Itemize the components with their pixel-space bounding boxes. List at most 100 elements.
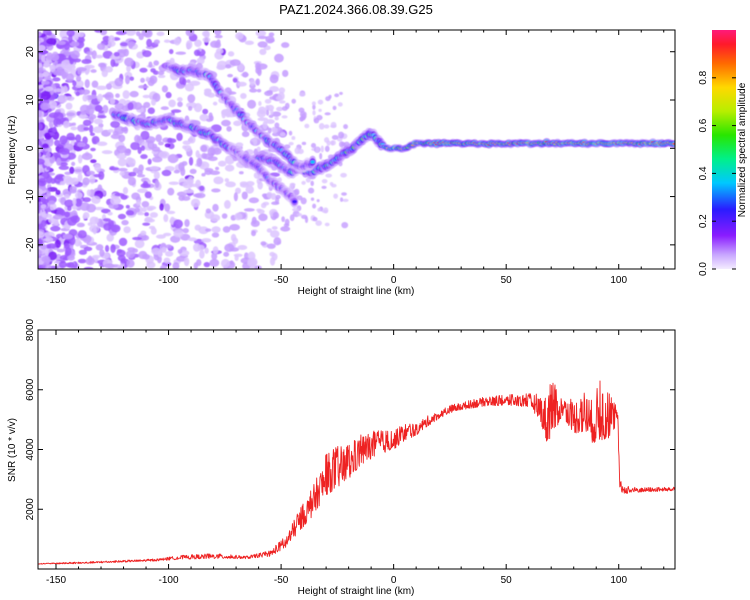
- spectrogram-noise-blob: [125, 75, 130, 85]
- spectrogram-noise-blob: [320, 145, 324, 153]
- spectrogram-noise-blob: [225, 181, 236, 188]
- spectrogram-noise-blob: [118, 167, 128, 172]
- spectrogram-noise-blob: [142, 222, 151, 226]
- spectrogram-noise-blob: [277, 91, 285, 101]
- spectrogram-noise-blob: [317, 99, 324, 105]
- colorbar-label: Normalized spectral amplitude: [737, 82, 748, 217]
- spectrogram-x-tick-label: -150: [46, 275, 66, 286]
- spectrogram-noise-blob: [117, 213, 127, 220]
- spectrogram-noise-blob: [324, 222, 330, 227]
- spectrogram-noise-blob: [213, 176, 224, 185]
- spectrogram-noise-blob: [289, 182, 296, 187]
- spectrogram-noise-blob: [176, 191, 187, 197]
- snr-y-tick-label: 4000: [25, 438, 36, 461]
- spectrogram-noise-blob: [266, 243, 276, 249]
- spectrogram-noise-blob: [116, 153, 127, 160]
- spectrogram-noise-blob: [65, 102, 73, 110]
- spectrogram-noise-blob: [257, 41, 268, 48]
- spectrogram-noise-blob: [266, 191, 273, 199]
- spectrogram-noise-blob: [42, 80, 50, 85]
- spectrogram-noise-blob: [318, 123, 325, 130]
- spectrogram-noise-blob: [317, 207, 321, 212]
- spectrogram-noise-blob: [61, 175, 73, 184]
- spectrogram-noise-blob: [66, 132, 75, 141]
- spectrogram-noise-blob: [184, 83, 195, 92]
- spectrogram-noise-blob: [305, 177, 311, 183]
- spectrogram-noise-blob: [243, 208, 255, 212]
- spectrogram-noise-blob: [38, 130, 43, 136]
- spectrogram-noise-blob: [44, 86, 54, 92]
- spectrogram-noise-blob: [120, 258, 126, 264]
- spectrogram-noise-blob: [77, 69, 82, 75]
- spectrogram-noise-blob: [205, 228, 212, 232]
- spectrogram-noise-blob: [92, 126, 104, 134]
- spectrogram-noise-blob: [223, 251, 230, 257]
- spectrogram-noise-blob: [91, 50, 97, 60]
- spectrogram-noise-blob: [204, 167, 214, 173]
- spectrogram-noise-blob: [184, 145, 192, 152]
- spectrogram-noise-blob: [70, 177, 79, 185]
- spectrogram-noise-blob: [147, 107, 155, 115]
- spectrogram-frame: [37, 29, 676, 270]
- spectrogram-noise-blob: [341, 221, 349, 229]
- spectrogram-noise-blob: [226, 125, 232, 132]
- spectrogram-noise-blob: [110, 196, 122, 205]
- spectrogram-noise-blob: [71, 122, 77, 126]
- spectrogram-noise-blob: [221, 213, 228, 219]
- spectrogram-noise-blob: [232, 77, 238, 83]
- spectrogram-x-tick-label: 0: [391, 275, 397, 286]
- spectrogram-noise-blob: [58, 147, 70, 155]
- spectrogram-noise-blob: [45, 175, 53, 184]
- spectrogram-noise-blob: [215, 166, 220, 171]
- spectrogram-noise-blob: [84, 79, 90, 89]
- spectrogram-noise-blob: [150, 99, 157, 106]
- spectrogram-noise-blob: [265, 104, 269, 112]
- spectrogram-noise-blob: [105, 83, 113, 90]
- spectrogram-noise-blob: [157, 141, 164, 146]
- spectrogram-noise-blob: [168, 99, 176, 108]
- spectrogram-noise-blob: [214, 30, 222, 36]
- spectrogram-noise-blob: [107, 211, 113, 216]
- spectrogram-noise-blob: [237, 62, 245, 72]
- spectrogram-noise-blob: [82, 214, 87, 220]
- spectrogram-noise-blob: [224, 164, 235, 172]
- spectrogram-noise-blob: [69, 166, 75, 174]
- spectrogram-noise-blob: [85, 257, 95, 266]
- spectrogram-noise-blob: [149, 166, 159, 171]
- spectrogram-noise-blob: [197, 244, 205, 251]
- spectrogram-noise-blob: [110, 244, 116, 253]
- spectrogram-noise-blob: [201, 173, 206, 177]
- spectrogram-noise-blob: [342, 198, 349, 203]
- spectrogram-noise-blob: [201, 238, 212, 243]
- spectrogram-noise-blob: [38, 145, 42, 154]
- spectrogram-noise-blob: [237, 81, 247, 87]
- spectrogram-noise-blob: [256, 88, 262, 93]
- spectrogram-noise-blob: [101, 69, 108, 78]
- spectrogram-noise-blob: [319, 152, 323, 160]
- spectrogram-noise-blob: [136, 199, 142, 206]
- spectrogram-noise-blob: [102, 104, 109, 114]
- spectrogram-noise-blob: [133, 102, 143, 110]
- spectrogram-noise-blob: [164, 143, 171, 148]
- spectrogram-noise-blob: [254, 265, 262, 269]
- spectrogram-noise-blob: [248, 197, 260, 204]
- spectrogram-noise-blob: [144, 191, 152, 199]
- spectrogram-noise-blob: [38, 231, 44, 236]
- spectrogram-noise-blob: [185, 40, 193, 50]
- snr-panel: -150 -100 -50 0 50 100 2000 4000 6000 8000 Height…: [7, 318, 676, 597]
- spectrogram-noise-blob: [147, 158, 152, 165]
- spectrogram-noise-blob: [235, 32, 244, 40]
- spectrogram-noise-blob: [267, 127, 272, 134]
- spectrogram-noise-blob: [266, 228, 273, 233]
- spectrogram-noise-blob: [325, 173, 333, 178]
- spectrogram-noise-blob: [125, 210, 135, 216]
- spectrogram-noise-blob: [283, 223, 290, 228]
- spectrogram-noise-blob: [271, 111, 282, 117]
- spectrogram-noise-blob: [123, 126, 129, 134]
- spectrogram-noise-blob: [279, 132, 286, 137]
- spectrogram-noise-blob: [288, 130, 293, 136]
- spectrogram-noise-blob: [89, 216, 99, 225]
- spectrogram-noise-blob: [86, 189, 92, 197]
- spectrogram-noise-blob: [140, 154, 148, 160]
